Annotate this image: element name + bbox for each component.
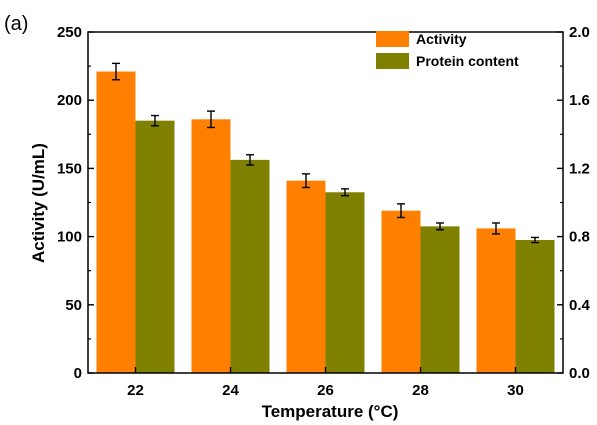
bar-protein-content: [230, 159, 270, 373]
y-tick-label: 0: [74, 365, 82, 382]
y2-tick-label: 2.0: [569, 24, 590, 41]
bar-protein-content: [515, 240, 555, 373]
bar-activity: [476, 228, 516, 373]
bar-activity: [286, 180, 326, 373]
x-tick-label: 26: [317, 382, 334, 399]
bar-protein-content: [135, 120, 175, 373]
y2-tick-label: 0.8: [569, 229, 590, 246]
plot-area: [96, 62, 555, 374]
bar-protein-content: [325, 192, 365, 373]
legend: Activity Protein content: [376, 31, 519, 69]
y-axis-title: Activity (U/mL): [29, 143, 48, 263]
x-tick-label: 22: [127, 382, 144, 399]
bar-protein-content: [420, 226, 460, 373]
legend-label: Activity: [416, 31, 467, 47]
axes: 0 50 100 150 200 250 0.0 0.4 0.8 1.2 1.6 2.0 22 24 26 2…: [57, 24, 591, 399]
y-tick-label: 100: [57, 229, 82, 246]
x-tick-label: 24: [222, 382, 239, 399]
x-axis-title: Temperature (°C): [262, 402, 399, 421]
legend-label: Protein content: [416, 53, 519, 69]
y-tick-label: 200: [57, 92, 82, 109]
bar-activity: [381, 210, 421, 373]
y2-tick-label: 1.2: [569, 160, 590, 177]
y-tick-label: 250: [57, 24, 82, 41]
bar-activity: [96, 71, 136, 373]
y2-tick-label: 1.6: [569, 92, 590, 109]
y-tick-label: 50: [65, 297, 82, 314]
x-tick-label: 30: [507, 382, 524, 399]
y-tick-label: 150: [57, 160, 82, 177]
bar-activity: [191, 119, 231, 374]
y2-tick-label: 0.4: [569, 297, 591, 314]
panel-label: (a): [4, 13, 28, 35]
y2-tick-label: 0.0: [569, 365, 590, 382]
x-tick-label: 28: [412, 382, 429, 399]
legend-swatch: [376, 31, 409, 47]
legend-swatch: [376, 53, 409, 69]
